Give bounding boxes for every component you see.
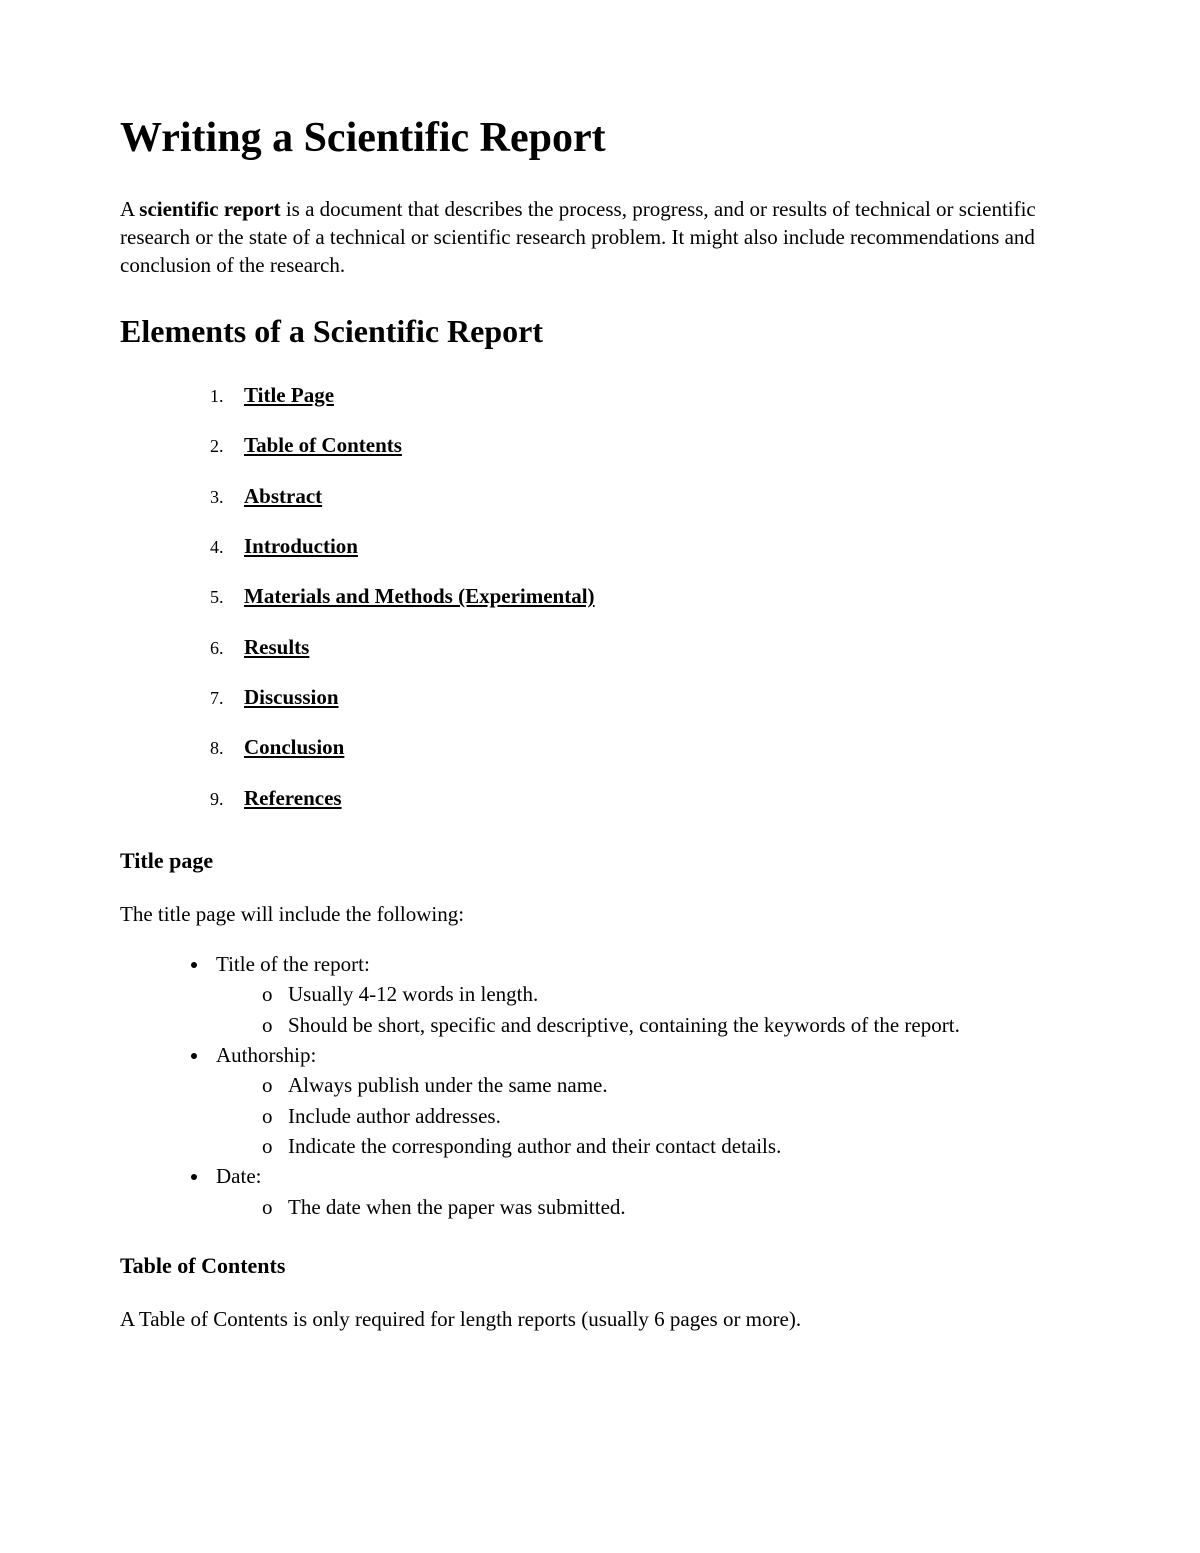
element-link-title-page[interactable]: Title Page: [244, 383, 334, 407]
sub-list: The date when the paper was submitted.: [216, 1193, 1080, 1221]
sub-list: Usually 4-12 words in length. Should be …: [216, 980, 1080, 1039]
document-page: Writing a Scientific Report A scientific…: [0, 0, 1200, 1333]
list-item: Authorship: Always publish under the sam…: [210, 1041, 1080, 1160]
sub-list-item: Usually 4-12 words in length.: [262, 980, 1080, 1008]
elements-heading: Elements of a Scientific Report: [120, 310, 1080, 353]
element-link-conclusion[interactable]: Conclusion: [244, 735, 344, 759]
sub-item-text: Should be short, specific and descriptiv…: [288, 1013, 960, 1037]
sub-item-text: Always publish under the same name.: [288, 1073, 608, 1097]
list-item-label: Date:: [216, 1164, 261, 1188]
sub-item-text: Include author addresses.: [288, 1104, 501, 1128]
element-link-materials-methods[interactable]: Materials and Methods (Experimental): [244, 584, 595, 608]
toc-body: A Table of Contents is only required for…: [120, 1305, 1080, 1333]
sub-item-text: Usually 4-12 words in length.: [288, 982, 538, 1006]
element-link-abstract[interactable]: Abstract: [244, 484, 322, 508]
list-item: Date: The date when the paper was submit…: [210, 1162, 1080, 1221]
intro-prefix: A: [120, 197, 139, 221]
sub-item-text: The date when the paper was submitted.: [288, 1195, 626, 1219]
sub-list-item: Always publish under the same name.: [262, 1071, 1080, 1099]
title-page-intro: The title page will include the followin…: [120, 900, 1080, 928]
intro-bold-term: scientific report: [139, 197, 280, 221]
element-item: Conclusion: [210, 733, 1080, 761]
elements-list: Title Page Table of Contents Abstract In…: [120, 381, 1080, 812]
list-item: Title of the report: Usually 4-12 words …: [210, 950, 1080, 1039]
sub-item-text: Indicate the corresponding author and th…: [288, 1134, 781, 1158]
element-link-discussion[interactable]: Discussion: [244, 685, 339, 709]
sub-list: Always publish under the same name. Incl…: [216, 1071, 1080, 1160]
sub-list-item: Indicate the corresponding author and th…: [262, 1132, 1080, 1160]
element-item: Introduction: [210, 532, 1080, 560]
section-heading-toc: Table of Contents: [120, 1251, 1080, 1281]
element-item: Discussion: [210, 683, 1080, 711]
list-item-label: Title of the report:: [216, 952, 370, 976]
sub-list-item: Should be short, specific and descriptiv…: [262, 1011, 1080, 1039]
title-page-list: Title of the report: Usually 4-12 words …: [120, 950, 1080, 1221]
element-item: Title Page: [210, 381, 1080, 409]
element-item: Abstract: [210, 482, 1080, 510]
element-item: Materials and Methods (Experimental): [210, 582, 1080, 610]
list-item-label: Authorship:: [216, 1043, 316, 1067]
page-title: Writing a Scientific Report: [120, 110, 1080, 167]
element-item: Table of Contents: [210, 431, 1080, 459]
element-link-toc[interactable]: Table of Contents: [244, 433, 402, 457]
element-link-introduction[interactable]: Introduction: [244, 534, 358, 558]
intro-paragraph: A scientific report is a document that d…: [120, 195, 1080, 280]
element-link-results[interactable]: Results: [244, 635, 309, 659]
sub-list-item: Include author addresses.: [262, 1102, 1080, 1130]
element-item: Results: [210, 633, 1080, 661]
element-link-references[interactable]: References: [244, 786, 342, 810]
sub-list-item: The date when the paper was submitted.: [262, 1193, 1080, 1221]
element-item: References: [210, 784, 1080, 812]
section-heading-title-page: Title page: [120, 846, 1080, 876]
